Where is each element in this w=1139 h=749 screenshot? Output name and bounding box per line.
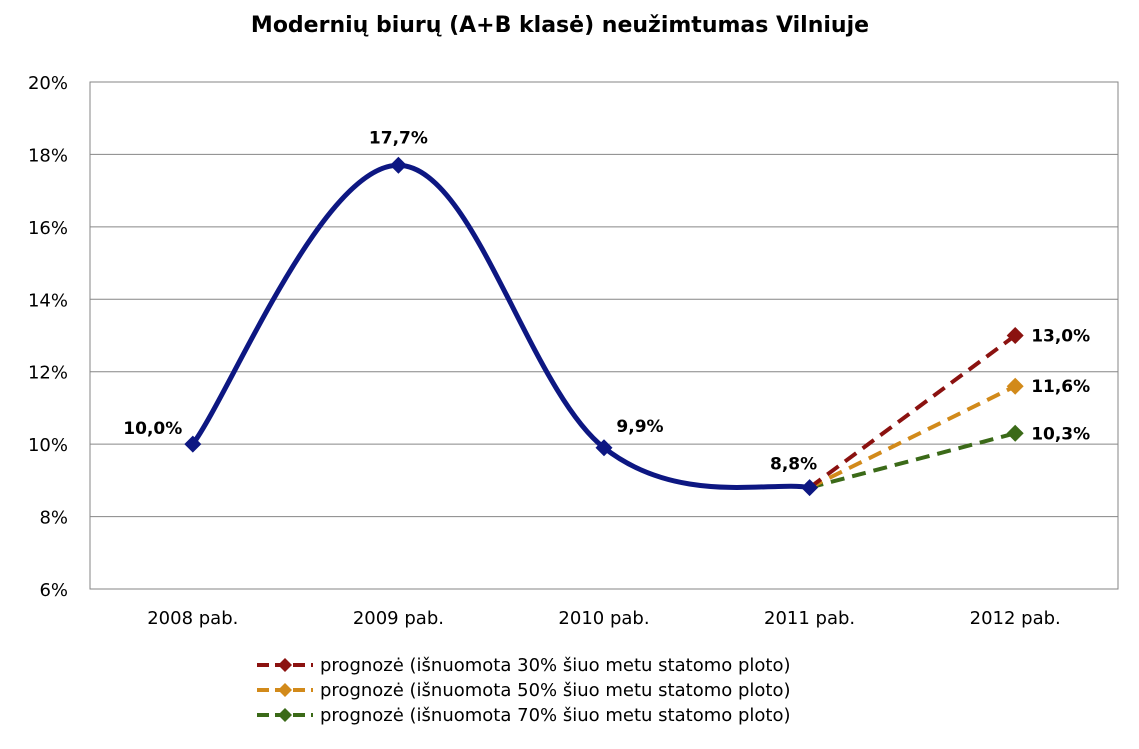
- data-label: 9,9%: [616, 417, 663, 437]
- legend-swatch-marker: [278, 708, 292, 722]
- chart-title: Modernių biurų (A+B klasė) neužimtumas V…: [251, 13, 869, 38]
- legend-swatch-marker: [278, 683, 292, 697]
- series-line-forecast50: [808, 384, 1017, 490]
- legend-item: prognozė (išnuomota 50% šiuo metu statom…: [257, 680, 791, 701]
- legend-swatch-marker: [278, 658, 292, 672]
- y-tick-label: 12%: [28, 363, 68, 384]
- data-label: 17,7%: [369, 128, 428, 148]
- legend-item: prognozė (išnuomota 30% šiuo metu statom…: [257, 655, 791, 676]
- data-label: 11,6%: [1031, 377, 1090, 397]
- legend-label: prognozė (išnuomota 30% šiuo metu statom…: [320, 655, 791, 676]
- series-line-actual: [190, 162, 813, 491]
- data-point-actual: [595, 439, 613, 457]
- legend-label: prognozė (išnuomota 50% šiuo metu statom…: [320, 680, 791, 701]
- data-point-forecast50: [1006, 377, 1024, 395]
- y-tick-label: 20%: [28, 73, 68, 94]
- series-line-forecast70: [809, 431, 1016, 490]
- x-tick-label: 2008 pab.: [147, 608, 238, 629]
- data-label: 10,3%: [1031, 424, 1090, 444]
- data-label: 13,0%: [1031, 327, 1090, 347]
- y-tick-label: 14%: [28, 290, 68, 311]
- x-tick-label: 2010 pab.: [558, 608, 649, 629]
- data-label: 10,0%: [123, 419, 182, 439]
- legend-item: prognozė (išnuomota 70% šiuo metu statom…: [257, 705, 791, 726]
- data-label: 8,8%: [770, 455, 817, 475]
- x-tick-label: 2012 pab.: [970, 608, 1061, 629]
- y-tick-label: 8%: [39, 508, 68, 529]
- data-point-actual: [389, 156, 407, 174]
- plot-area: [89, 81, 1119, 590]
- x-tick-label: 2009 pab.: [353, 608, 444, 629]
- data-point-actual: [801, 479, 819, 497]
- y-tick-label: 10%: [28, 435, 68, 456]
- y-tick-label: 18%: [28, 145, 68, 166]
- y-tick-label: 16%: [28, 218, 68, 239]
- data-point-actual: [184, 435, 202, 453]
- data-point-forecast30: [1006, 327, 1024, 344]
- x-tick-label: 2011 pab.: [764, 608, 855, 629]
- y-tick-label: 6%: [39, 580, 68, 601]
- data-point-forecast70: [1006, 424, 1024, 442]
- legend-label: prognozė (išnuomota 70% šiuo metu statom…: [320, 705, 791, 726]
